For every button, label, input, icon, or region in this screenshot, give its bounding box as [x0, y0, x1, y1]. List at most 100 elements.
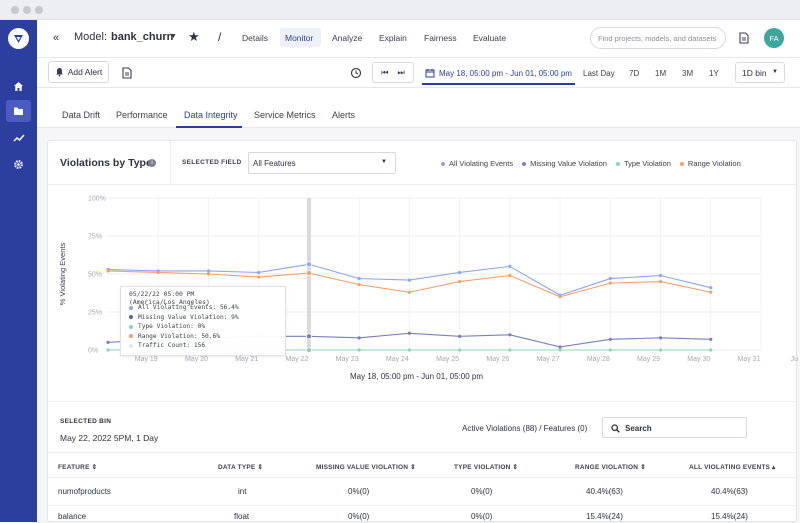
range-7d[interactable]: 7D [629, 69, 640, 78]
model-name[interactable]: bank_churn [111, 31, 174, 43]
legend-item[interactable]: Type Violation [615, 159, 671, 168]
data-point [458, 348, 462, 352]
cell-missing: 0%(0) [348, 487, 370, 496]
selected-bin-label: SELECTED BIN [60, 418, 112, 425]
table-search-input[interactable]: Search [602, 417, 747, 438]
app-logo-icon[interactable] [8, 28, 29, 49]
skip-forward-icon[interactable]: ⏭ [397, 67, 405, 77]
toolbar: Add Alert ⏮ ⏭ May 18, 05:00 pm - Jun 01,… [37, 58, 800, 88]
data-point [305, 261, 312, 268]
window-dot[interactable] [11, 6, 19, 14]
chevron-down-icon[interactable]: ▼ [170, 33, 177, 40]
legend-swatch [129, 305, 133, 310]
nav-fairness[interactable]: Fairness [424, 33, 457, 43]
range-1y[interactable]: 1Y [709, 69, 719, 78]
data-point [508, 348, 512, 352]
main-content: Violations by Type i SELECTED FIELD All … [37, 128, 800, 522]
legend-swatch [129, 324, 133, 329]
data-point [407, 348, 411, 352]
tooltip-traffic: Traffic Count: 156 [138, 342, 206, 350]
data-point [458, 270, 462, 275]
col-header-data-type[interactable]: DATA TYPE ⇕ [218, 464, 264, 471]
chart-line-icon[interactable] [6, 127, 31, 149]
chevron-down-icon: ▼ [772, 69, 778, 75]
tab-service-metrics[interactable]: Service Metrics [254, 110, 316, 120]
y-tick-label: 100% [88, 196, 106, 203]
divider [48, 401, 798, 402]
x-tick-label: May 31 [738, 356, 761, 363]
avatar[interactable]: FA [764, 28, 784, 48]
x-tick-label: May 20 [185, 356, 208, 363]
date-range-picker[interactable]: May 18, 05:00 pm - Jun 01, 05:00 pm [422, 61, 575, 85]
legend-item[interactable]: All Violating Events [441, 159, 513, 168]
nav-evaluate[interactable]: Evaluate [473, 33, 507, 43]
legend-label: Range Violation [687, 159, 741, 168]
data-point [305, 346, 312, 353]
chart-tooltip: 05/22/22 05:00 PM (America/Los_Angeles) … [120, 286, 286, 356]
col-header-all-violating[interactable]: ALL VIOLATING EVENTS ▴ [689, 464, 776, 471]
collapse-icon[interactable]: « [53, 32, 60, 44]
folder-icon[interactable] [6, 100, 31, 122]
skip-back-icon[interactable]: ⏮ [381, 67, 389, 77]
selected-field-value: All Features [253, 159, 296, 168]
selected-field-select[interactable]: All Features ▼ [248, 152, 396, 174]
data-point [156, 270, 160, 275]
legend-item[interactable]: Range Violation [679, 159, 741, 168]
bin-select[interactable]: 1D bin ▼ [735, 62, 785, 83]
legend-swatch [522, 162, 527, 167]
global-search-input[interactable]: Find projects, models, and datasets [590, 27, 726, 49]
col-header-missing-value[interactable]: MISSING VALUE VIOLATION ⇕ [316, 464, 416, 471]
data-point [508, 333, 512, 337]
data-point [458, 280, 462, 284]
window-dot[interactable] [23, 6, 31, 14]
home-icon[interactable] [6, 75, 31, 97]
x-tick-label: May 30 [687, 356, 710, 363]
gear-icon[interactable] [6, 153, 31, 175]
data-point [357, 336, 361, 340]
nav-analyze[interactable]: Analyze [332, 33, 363, 43]
add-alert-label: Add Alert [67, 67, 103, 77]
data-point [558, 348, 562, 352]
legend-swatch [441, 162, 445, 167]
data-point [357, 348, 361, 352]
divider [48, 505, 798, 506]
col-header-range-violation[interactable]: RANGE VIOLATION ⇕ [575, 464, 646, 471]
range-1m[interactable]: 1M [655, 69, 667, 78]
legend-item[interactable]: Missing Value Violation [522, 159, 607, 168]
data-point [608, 276, 612, 281]
nav-monitor[interactable]: Monitor [285, 33, 314, 43]
report-icon[interactable] [122, 66, 132, 84]
data-point [508, 273, 512, 278]
tab-alerts[interactable]: Alerts [332, 110, 356, 120]
info-icon[interactable]: i [148, 159, 156, 167]
add-alert-button[interactable]: Add Alert [48, 61, 109, 83]
nav-monitor-highlight [280, 28, 321, 47]
nav-explain[interactable]: Explain [379, 33, 407, 43]
tab-data-drift[interactable]: Data Drift [62, 110, 101, 120]
x-tick-label: May 23 [336, 356, 359, 363]
range-3m[interactable]: 3M [682, 69, 694, 78]
data-point [407, 331, 411, 335]
data-point [658, 348, 663, 352]
document-icon[interactable] [739, 31, 749, 49]
range-last-day[interactable]: Last Day [583, 69, 615, 78]
col-header-feature[interactable]: FEATURE ⇕ [58, 464, 98, 471]
data-point [257, 275, 261, 279]
data-point [508, 264, 512, 268]
chart-header: Violations by Type i SELECTED FIELD All … [48, 141, 798, 185]
window-dot[interactable] [35, 6, 43, 14]
legend-label: All Violating Events [449, 159, 514, 168]
history-icon[interactable] [350, 66, 362, 84]
breadcrumb-separator: / [218, 30, 222, 44]
data-point [357, 276, 361, 281]
star-icon[interactable]: ★ [188, 29, 200, 44]
data-point [558, 345, 562, 349]
tooltip-range: Range Violation: 50.6% [138, 332, 220, 340]
tab-data-integrity[interactable]: Data Integrity [184, 110, 238, 120]
data-point [658, 273, 663, 278]
col-header-type-violation[interactable]: TYPE VIOLATION ⇕ [454, 464, 519, 471]
chart-legend: All Violating Events Missing Value Violat… [441, 159, 750, 169]
tab-performance[interactable]: Performance [116, 110, 168, 120]
nav-details[interactable]: Details [242, 33, 268, 43]
data-point [608, 348, 612, 352]
